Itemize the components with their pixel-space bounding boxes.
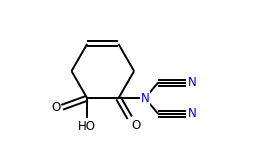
Text: N: N <box>141 92 149 105</box>
Text: N: N <box>188 76 197 89</box>
Text: O: O <box>51 101 60 114</box>
Text: O: O <box>131 119 140 132</box>
Text: N: N <box>188 107 197 120</box>
Text: HO: HO <box>78 120 96 133</box>
